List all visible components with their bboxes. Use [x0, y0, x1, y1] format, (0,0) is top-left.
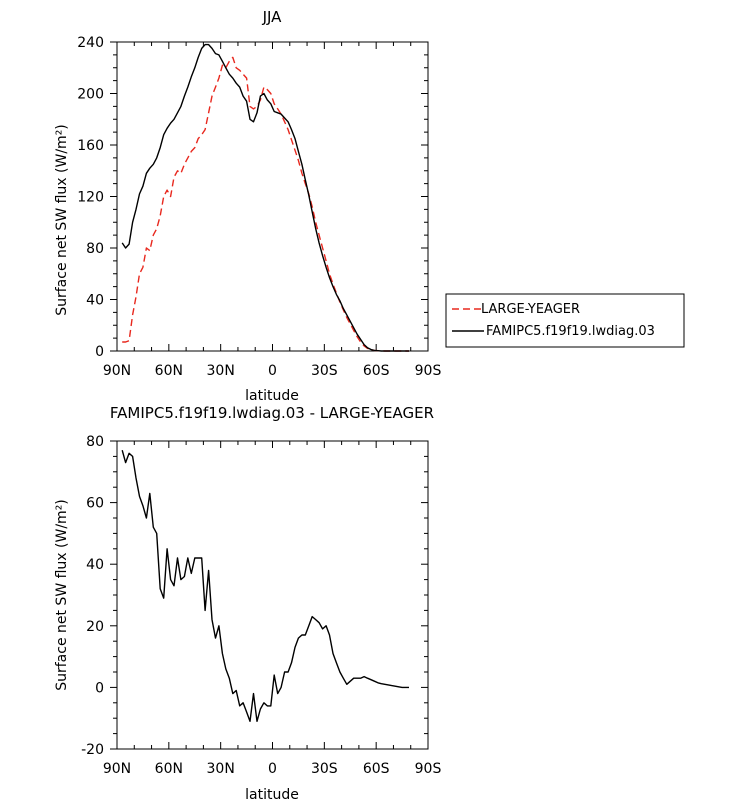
- top-y-tick-label: 240: [77, 35, 104, 51]
- bottom-x-tick-label: 60S: [363, 761, 390, 777]
- top-plot-x-tick-labels: 90N 60N 30N 0 30S 60S 90S: [103, 363, 442, 379]
- series-line-famipc5: [121, 43, 409, 352]
- legend-label-famipc5: FAMIPC5.f19f19.lwdiag.03: [486, 324, 655, 339]
- top-y-tick-label: 120: [77, 190, 104, 206]
- bottom-y-tick-label: -20: [81, 742, 104, 758]
- bottom-y-tick-label: 0: [95, 680, 104, 696]
- legend: LARGE-YEAGER FAMIPC5.f19f19.lwdiag.03: [445, 293, 685, 348]
- bottom-plot-x-axis-label: latitude: [245, 787, 299, 803]
- bottom-x-tick-label: 60N: [155, 761, 183, 777]
- bottom-x-tick-label: 90N: [103, 761, 131, 777]
- bottom-y-tick-label: 80: [86, 434, 104, 450]
- legend-label-large-yeager: LARGE-YEAGER: [481, 302, 580, 317]
- top-plot-frame: [116, 41, 429, 352]
- top-x-tick-label: 30N: [207, 363, 235, 379]
- bottom-plot-y-tick-labels: -20 0 20 40 60 80: [81, 434, 104, 758]
- top-plot-title: JJA: [262, 8, 283, 26]
- bottom-y-tick-label: 40: [86, 557, 104, 573]
- top-y-tick-label: 200: [77, 87, 104, 103]
- top-plot-y-tick-labels: 0 40 80 120 160 200 240: [77, 35, 104, 360]
- bottom-plot-ticks: [110, 440, 429, 750]
- bottom-plot-x-tick-labels: 90N 60N 30N 0 30S 60S 90S: [103, 761, 442, 777]
- top-x-tick-label: 60N: [155, 363, 183, 379]
- top-y-tick-label: 0: [95, 344, 104, 360]
- top-x-tick-label: 90S: [415, 363, 442, 379]
- bottom-x-tick-label: 30N: [207, 761, 235, 777]
- series-line-large-yeager: [122, 56, 409, 352]
- top-x-tick-label: 30S: [311, 363, 338, 379]
- bottom-y-tick-label: 60: [86, 496, 104, 512]
- top-plot-y-axis-label: Surface net SW flux (W/m²): [54, 124, 70, 316]
- top-x-tick-label: 90N: [103, 363, 131, 379]
- top-y-tick-label: 80: [86, 241, 104, 257]
- bottom-x-tick-label: 0: [268, 761, 277, 777]
- series-line-difference: [121, 450, 409, 722]
- legend-box: [445, 293, 685, 348]
- bottom-plot-title: FAMIPC5.f19f19.lwdiag.03 - LARGE-YEAGER: [110, 404, 434, 422]
- top-plot-ticks: [110, 41, 429, 352]
- top-plot-x-axis-label: latitude: [245, 388, 299, 404]
- top-x-tick-label: 60S: [363, 363, 390, 379]
- bottom-y-tick-label: 20: [86, 619, 104, 635]
- top-plot: JJA 90N 60N 30N 0 30S 60S 90S 0 40 80 12…: [54, 8, 441, 404]
- bottom-plot-y-axis-label: Surface net SW flux (W/m²): [54, 499, 70, 691]
- top-y-tick-label: 40: [86, 293, 104, 309]
- bottom-x-tick-label: 90S: [415, 761, 442, 777]
- bottom-plot: FAMIPC5.f19f19.lwdiag.03 - LARGE-YEAGER …: [54, 404, 441, 803]
- bottom-x-tick-label: 30S: [311, 761, 338, 777]
- top-x-tick-label: 0: [268, 363, 277, 379]
- top-y-tick-label: 160: [77, 138, 104, 154]
